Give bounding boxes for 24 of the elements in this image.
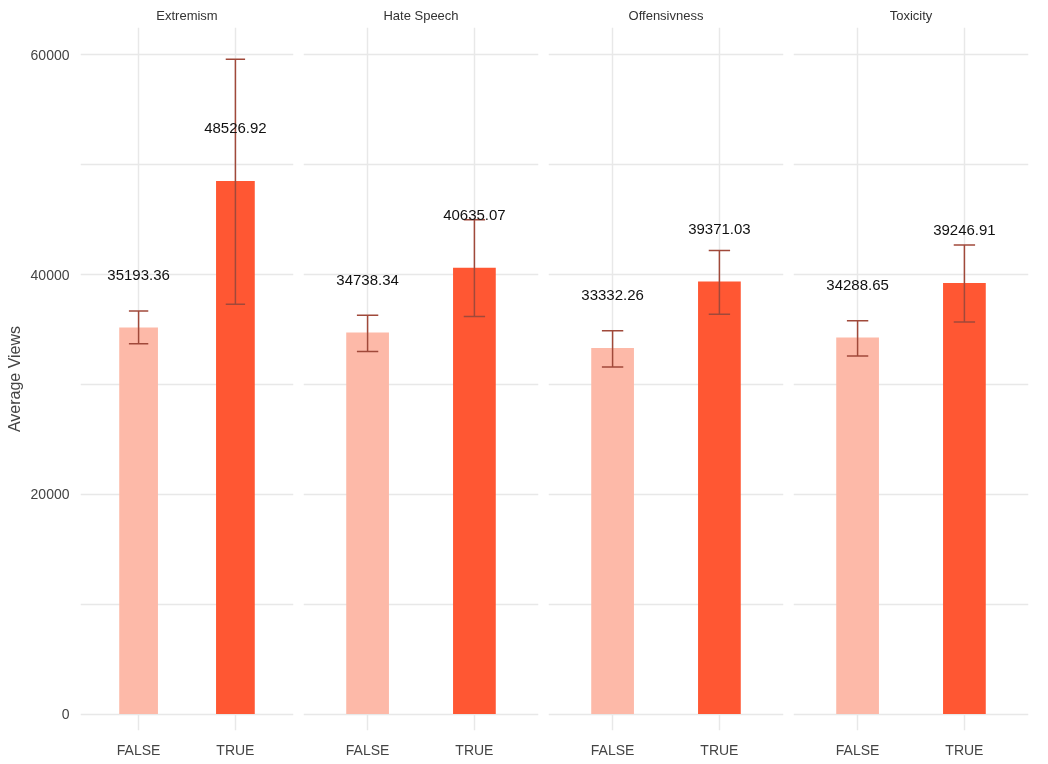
x-tick-label: TRUE xyxy=(945,741,984,758)
x-tick-label: TRUE xyxy=(455,741,494,758)
x-tick-label: TRUE xyxy=(700,741,739,758)
x-tick-label: FALSE xyxy=(835,741,880,758)
data-label: 39246.91 xyxy=(933,221,996,239)
data-label: 34738.34 xyxy=(336,270,399,288)
chart-title: Extremism xyxy=(156,7,218,23)
y-tick-label: 60000 xyxy=(30,46,70,63)
chart-title: Toxicity xyxy=(889,7,933,23)
x-tick-label: TRUE xyxy=(216,741,255,758)
x-tick-label: FALSE xyxy=(345,741,390,758)
x-tick-label: FALSE xyxy=(590,741,635,758)
data-label: 33332.26 xyxy=(581,286,644,304)
chart-title: Offensivness xyxy=(628,7,704,23)
y-tick-label: 0 xyxy=(61,706,70,723)
x-tick-label: FALSE xyxy=(116,741,161,758)
chart-title: Hate Speech xyxy=(383,7,459,23)
data-label: 34288.65 xyxy=(826,275,889,293)
y-tick-label: 20000 xyxy=(30,486,70,503)
y-tick-label: 40000 xyxy=(30,266,70,283)
data-label: 40635.07 xyxy=(443,205,506,223)
data-label: 35193.36 xyxy=(107,265,170,283)
y-axis-title: Average Views xyxy=(5,325,23,433)
data-label: 39371.03 xyxy=(688,219,751,237)
